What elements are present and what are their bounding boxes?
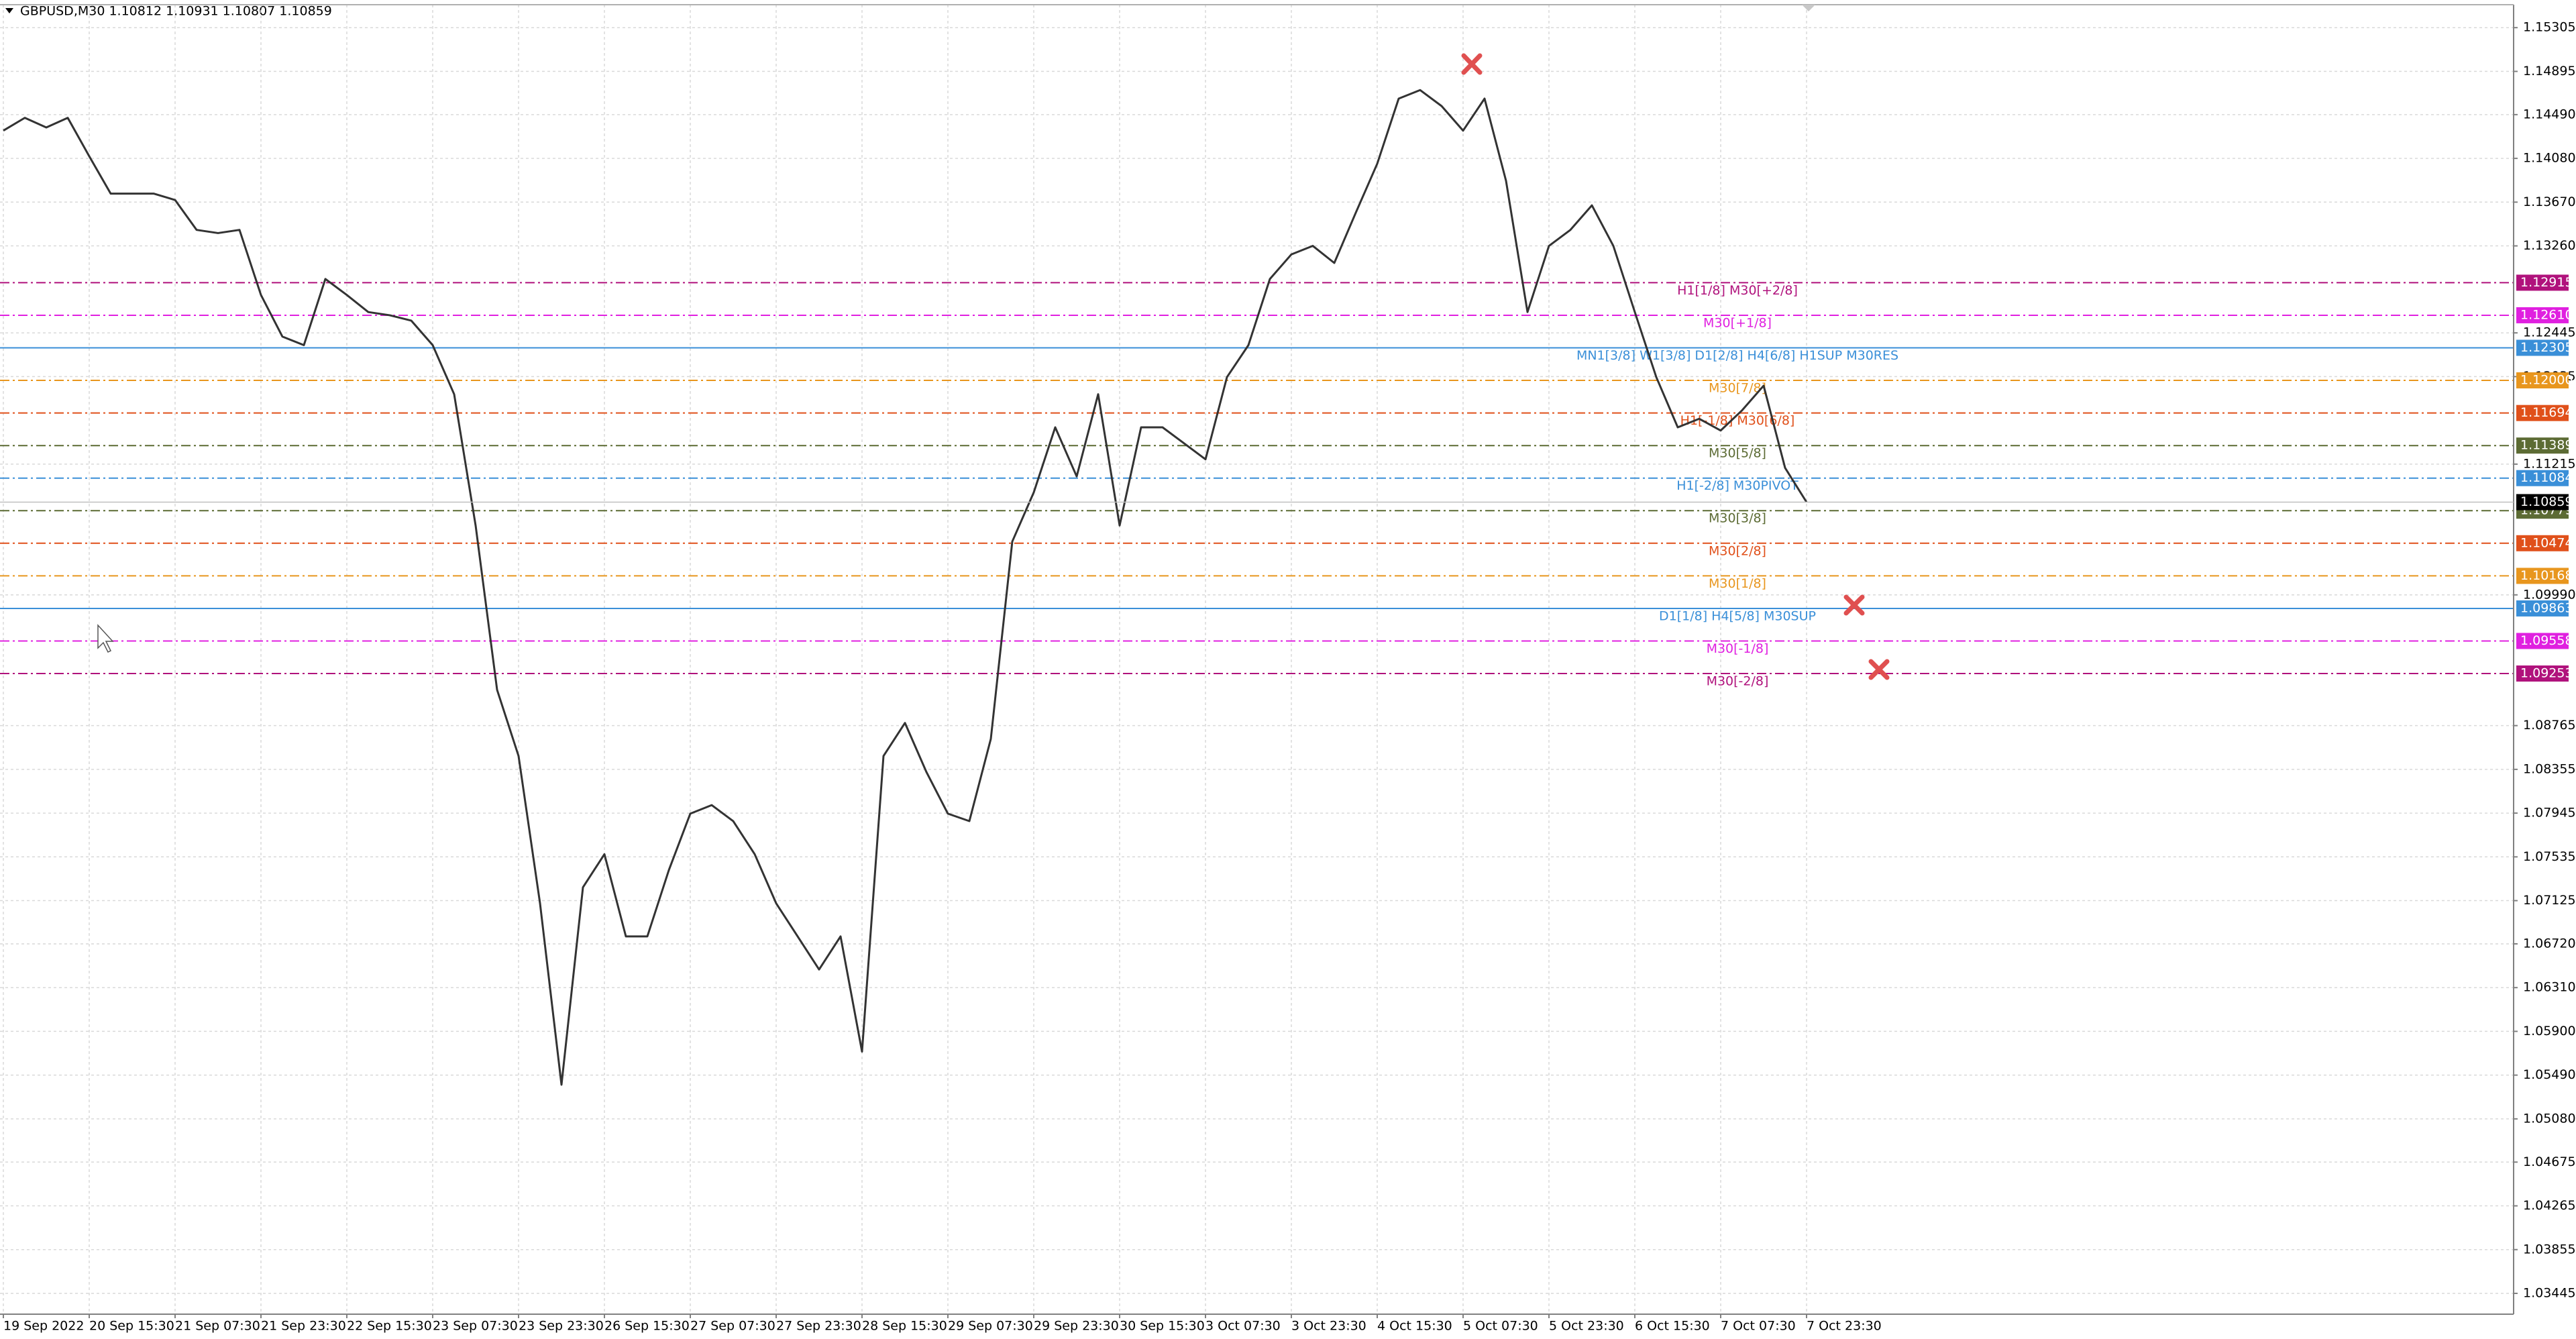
level-label: M30[5/8] — [1709, 446, 1766, 461]
x-tick-label: 7 Oct 23:30 — [1807, 1319, 1882, 1334]
price-tag — [2516, 437, 2569, 454]
y-tick-label: 1.13670 — [2523, 195, 2576, 209]
x-tick-label: 3 Oct 23:30 — [1291, 1319, 1366, 1334]
chart-title: GBPUSD,M30 1.10812 1.10931 1.10807 1.108… — [20, 4, 332, 19]
price-tag — [2516, 405, 2569, 421]
price-tag — [2516, 535, 2569, 551]
x-tick-label: 26 Sep 15:30 — [604, 1319, 690, 1334]
price-tag-label: 1.12305 — [2520, 340, 2573, 355]
price-tag-label: 1.09863 — [2520, 600, 2573, 615]
shift-marker — [1802, 5, 1815, 11]
price-tag-label: 1.11694 — [2520, 405, 2573, 420]
level-label: D1[1/8] H4[5/8] M30SUP — [1659, 608, 1816, 623]
x-tick-label: 29 Sep 23:30 — [1034, 1319, 1119, 1334]
x-tick-label: 19 Sep 2022 — [3, 1319, 84, 1334]
y-tick-label: 1.07535 — [2523, 849, 2576, 864]
price-tag — [2516, 307, 2569, 323]
y-tick-label: 1.14490 — [2523, 107, 2576, 121]
x-tick-label: 5 Oct 07:30 — [1463, 1319, 1538, 1334]
level-label: M30[7/8] — [1709, 380, 1766, 395]
level-label: H1[1/8] M30[+2/8] — [1677, 283, 1798, 298]
levels: H1[1/8] M30[+2/8] M30[+1/8] MN1[3/8] W1[3/… — [0, 282, 2514, 688]
x-tick-label: 4 Oct 15:30 — [1377, 1319, 1452, 1334]
y-tick-label: 1.03445 — [2523, 1285, 2576, 1300]
price-tag — [2516, 633, 2569, 649]
level-label: H1[-2/8] M30PIVOT — [1676, 478, 1799, 493]
y-tick-label: 1.12445 — [2523, 325, 2576, 340]
menu-arrow[interactable] — [5, 8, 13, 13]
price-tag-label: 1.12610 — [2520, 307, 2573, 322]
y-tick-label: 1.05080 — [2523, 1111, 2576, 1126]
price-tag — [2516, 568, 2569, 584]
x-tick-label: 23 Sep 07:30 — [433, 1319, 518, 1334]
level-label: M30[3/8] — [1709, 511, 1766, 526]
current-price-tag — [2516, 494, 2569, 511]
y-tick-label: 1.07125 — [2523, 893, 2576, 908]
y-tick-label: 1.08765 — [2523, 718, 2576, 733]
price-tag — [2516, 665, 2569, 682]
x-tick-label: 21 Sep 07:30 — [175, 1319, 260, 1334]
x-tick-label: 3 Oct 07:30 — [1205, 1319, 1281, 1334]
level-label: M30[+1/8] — [1703, 315, 1772, 330]
y-tick-label: 1.15305 — [2523, 20, 2576, 35]
y-tick-label: 1.07945 — [2523, 806, 2576, 820]
y-tick-label: 1.08355 — [2523, 761, 2576, 776]
y-tick-label: 1.09990 — [2523, 587, 2576, 602]
price-tag-label: 1.10168 — [2520, 568, 2573, 583]
y-tick-label: 1.04265 — [2523, 1198, 2576, 1213]
x-tick-label: 23 Sep 23:30 — [519, 1319, 604, 1334]
price-tag — [2516, 600, 2569, 617]
level-label: M30[-1/8] — [1707, 641, 1769, 656]
level-label: M30[1/8] — [1709, 576, 1766, 591]
price-tag-label: 1.11389 — [2520, 438, 2573, 453]
price-tag — [2516, 274, 2569, 291]
price-tag-label: 1.11084 — [2520, 470, 2573, 485]
level-label: MN1[3/8] W1[3/8] D1[2/8] H4[6/8] H1SUP M… — [1576, 348, 1898, 363]
y-tick-label: 1.05490 — [2523, 1067, 2576, 1082]
y-tick-label: 1.03855 — [2523, 1242, 2576, 1256]
price-tag-label: 1.09253 — [2520, 665, 2573, 680]
x-tick-label: 28 Sep 15:30 — [862, 1319, 947, 1334]
price-tag-label: 1.12915 — [2520, 275, 2573, 290]
delete-markers — [1461, 53, 1890, 680]
price-tag — [2516, 372, 2569, 388]
y-tick-label: 1.06720 — [2523, 936, 2576, 951]
cross-marker — [1461, 53, 1483, 75]
x-tick-label: 5 Oct 23:30 — [1549, 1319, 1624, 1334]
price-line — [3, 89, 1808, 1086]
x-tick-label: 27 Sep 07:30 — [690, 1319, 775, 1334]
mouse-cursor — [97, 624, 114, 653]
cross-marker — [1868, 659, 1890, 680]
x-tick-label: 27 Sep 23:30 — [776, 1319, 861, 1334]
x-tick-label: 20 Sep 15:30 — [89, 1319, 174, 1334]
x-tick-label: 30 Sep 15:30 — [1120, 1319, 1205, 1334]
level-label: M30[2/8] — [1709, 543, 1766, 558]
x-tick-label: 21 Sep 23:30 — [261, 1319, 346, 1334]
y-tick-label: 1.13260 — [2523, 238, 2576, 253]
y-tick-label: 1.05900 — [2523, 1024, 2576, 1038]
x-tick-label: 6 Oct 15:30 — [1635, 1319, 1710, 1334]
plot-area: H1[1/8] M30[+2/8] M30[+1/8] MN1[3/8] W1[3/… — [0, 5, 2514, 1314]
price-tag-label: 1.12000 — [2520, 372, 2573, 387]
current-price-label: 1.10859 — [2520, 494, 2573, 509]
y-tick-label: 1.04675 — [2523, 1155, 2576, 1169]
price-tag — [2516, 470, 2569, 486]
price-tag — [2516, 339, 2569, 356]
x-tick-label: 29 Sep 07:30 — [948, 1319, 1033, 1334]
y-tick-label: 1.14080 — [2523, 151, 2576, 166]
price-tag-label: 1.10474 — [2520, 535, 2573, 550]
y-tick-label: 1.06310 — [2523, 980, 2576, 995]
level-label: M30[-2/8] — [1707, 674, 1769, 688]
cross-marker — [1843, 594, 1865, 616]
y-tick-label: 1.14895 — [2523, 64, 2576, 78]
x-tick-label: 22 Sep 15:30 — [347, 1319, 432, 1334]
price-tag-label: 1.09558 — [2520, 633, 2573, 648]
y-tick-label: 1.11215 — [2523, 456, 2576, 471]
x-tick-label: 7 Oct 07:30 — [1721, 1319, 1796, 1334]
